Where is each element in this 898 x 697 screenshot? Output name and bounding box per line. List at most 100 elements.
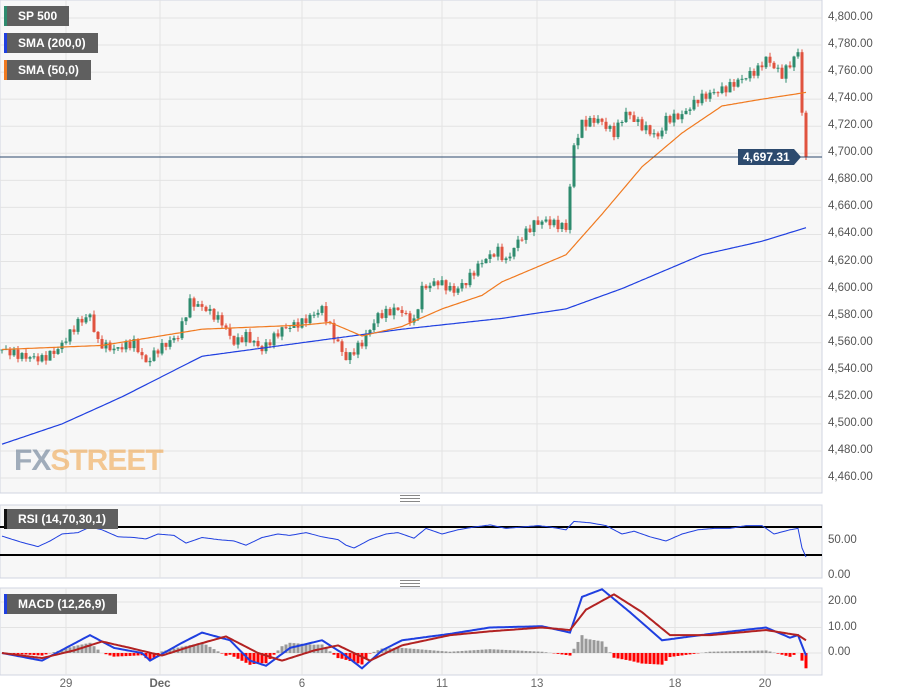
macd-histogram-bar: [704, 652, 708, 653]
macd-histogram-bar: [264, 653, 268, 664]
macd-histogram-bar: [324, 647, 328, 653]
price-tick-label: 4,720.00: [828, 119, 873, 132]
candle-body: [380, 313, 384, 318]
macd-histogram-bar: [112, 653, 116, 657]
macd-histogram-bar: [596, 640, 600, 653]
time-tick-label: 13: [530, 678, 544, 690]
macd-histogram-bar: [236, 653, 240, 659]
candle-body: [632, 115, 636, 122]
macd-histogram-bar: [764, 650, 768, 653]
candle-body: [592, 117, 596, 123]
candle-body: [140, 352, 144, 356]
candle-body: [588, 117, 592, 127]
candle-body: [20, 352, 24, 359]
candle-body: [732, 82, 736, 87]
macd-histogram-bar: [204, 644, 208, 653]
candle-body: [248, 332, 252, 343]
legend-sma50[interactable]: SMA (50,0): [4, 60, 91, 80]
candle-body: [760, 65, 764, 68]
price-tick-label: 4,480.00: [828, 443, 873, 456]
price-tick-label: 4,520.00: [828, 389, 873, 402]
macd-histogram-bar: [92, 646, 96, 653]
candle-body: [640, 119, 644, 131]
candle-body: [608, 125, 612, 129]
macd-histogram-bar: [536, 651, 540, 653]
candle-body: [132, 339, 136, 349]
candle-body: [356, 342, 360, 355]
macd-histogram-bar: [412, 648, 416, 653]
pane-resize-handle-rsi[interactable]: [400, 495, 420, 502]
time-tick-label: 29: [59, 678, 73, 690]
legend-sma200[interactable]: SMA (200,0): [4, 33, 98, 53]
legend-sp500[interactable]: SP 500: [4, 6, 70, 26]
macd-histogram-bar: [780, 653, 784, 655]
price-tick-label: 4,740.00: [828, 92, 873, 105]
macd-histogram-bar: [384, 648, 388, 653]
candle-body: [444, 280, 448, 291]
candle-body: [580, 119, 584, 138]
macd-histogram-bar: [576, 641, 580, 653]
macd-histogram-bar: [248, 653, 252, 665]
candle-body: [100, 338, 104, 349]
legend-label: SMA (200,0): [18, 36, 86, 50]
candle-body: [484, 258, 488, 264]
macd-histogram-bar: [784, 653, 788, 656]
candle-body: [164, 343, 168, 347]
candle-body: [476, 263, 480, 276]
candle-body: [436, 281, 440, 286]
candle-body: [672, 113, 676, 123]
macd-histogram-bar: [440, 651, 444, 653]
candle-body: [336, 339, 340, 342]
macd-histogram-bar: [228, 653, 232, 655]
price-tick-label: 4,800.00: [828, 11, 873, 23]
time-tick-label: Dec: [149, 678, 171, 690]
candle-body: [300, 318, 304, 328]
candle-body: [684, 110, 688, 115]
macd-histogram-bar: [572, 648, 576, 653]
candle-body: [584, 119, 588, 127]
macd-histogram-bar: [736, 651, 740, 653]
candle-body: [44, 355, 48, 361]
macd-histogram-bar: [24, 653, 28, 655]
candle-body: [400, 309, 404, 313]
candle-body: [80, 318, 84, 323]
macd-histogram-bar: [532, 651, 536, 653]
candle-body: [152, 350, 156, 361]
macd-histogram-bar: [680, 653, 684, 656]
candle-body: [440, 280, 444, 286]
macd-histogram-bar: [136, 653, 140, 656]
macd-histogram-bar: [240, 653, 244, 661]
legend-macd[interactable]: MACD (12,26,9): [4, 594, 118, 614]
legend-label: MACD (12,26,9): [18, 597, 106, 611]
macd-histogram-bar: [212, 649, 216, 653]
candle-body: [128, 341, 132, 349]
price-tick-label: 4,700.00: [828, 146, 873, 159]
candle-body: [168, 340, 172, 347]
macd-histogram-bar: [44, 653, 48, 655]
candle-body: [120, 347, 124, 350]
macd-histogram-bar: [556, 653, 560, 654]
macd-histogram-bar: [348, 653, 352, 662]
macd-histogram-bar: [296, 643, 300, 653]
macd-histogram-bar: [340, 653, 344, 659]
candle-body: [64, 341, 68, 343]
candle-body: [456, 288, 460, 293]
candle-body: [652, 133, 656, 135]
macd-histogram-bar: [312, 644, 316, 653]
macd-histogram-bar: [124, 653, 128, 657]
candle-body: [304, 318, 308, 324]
pane-background-2: [0, 587, 823, 676]
pane-resize-handle-macd[interactable]: [400, 580, 420, 587]
legend-rsi[interactable]: RSI (14,70,30,1): [4, 509, 119, 529]
candle-body: [312, 314, 316, 316]
candle-body: [232, 335, 236, 345]
macd-histogram-bar: [60, 649, 64, 653]
candle-body: [288, 327, 292, 329]
candle-body: [72, 329, 76, 332]
candle-body: [96, 331, 100, 339]
price-tick-label: 4,620.00: [828, 254, 873, 267]
candle-body: [268, 342, 272, 346]
candle-body: [272, 333, 276, 346]
logo-fx: FX: [14, 444, 51, 477]
macd-histogram-bar: [328, 651, 332, 653]
